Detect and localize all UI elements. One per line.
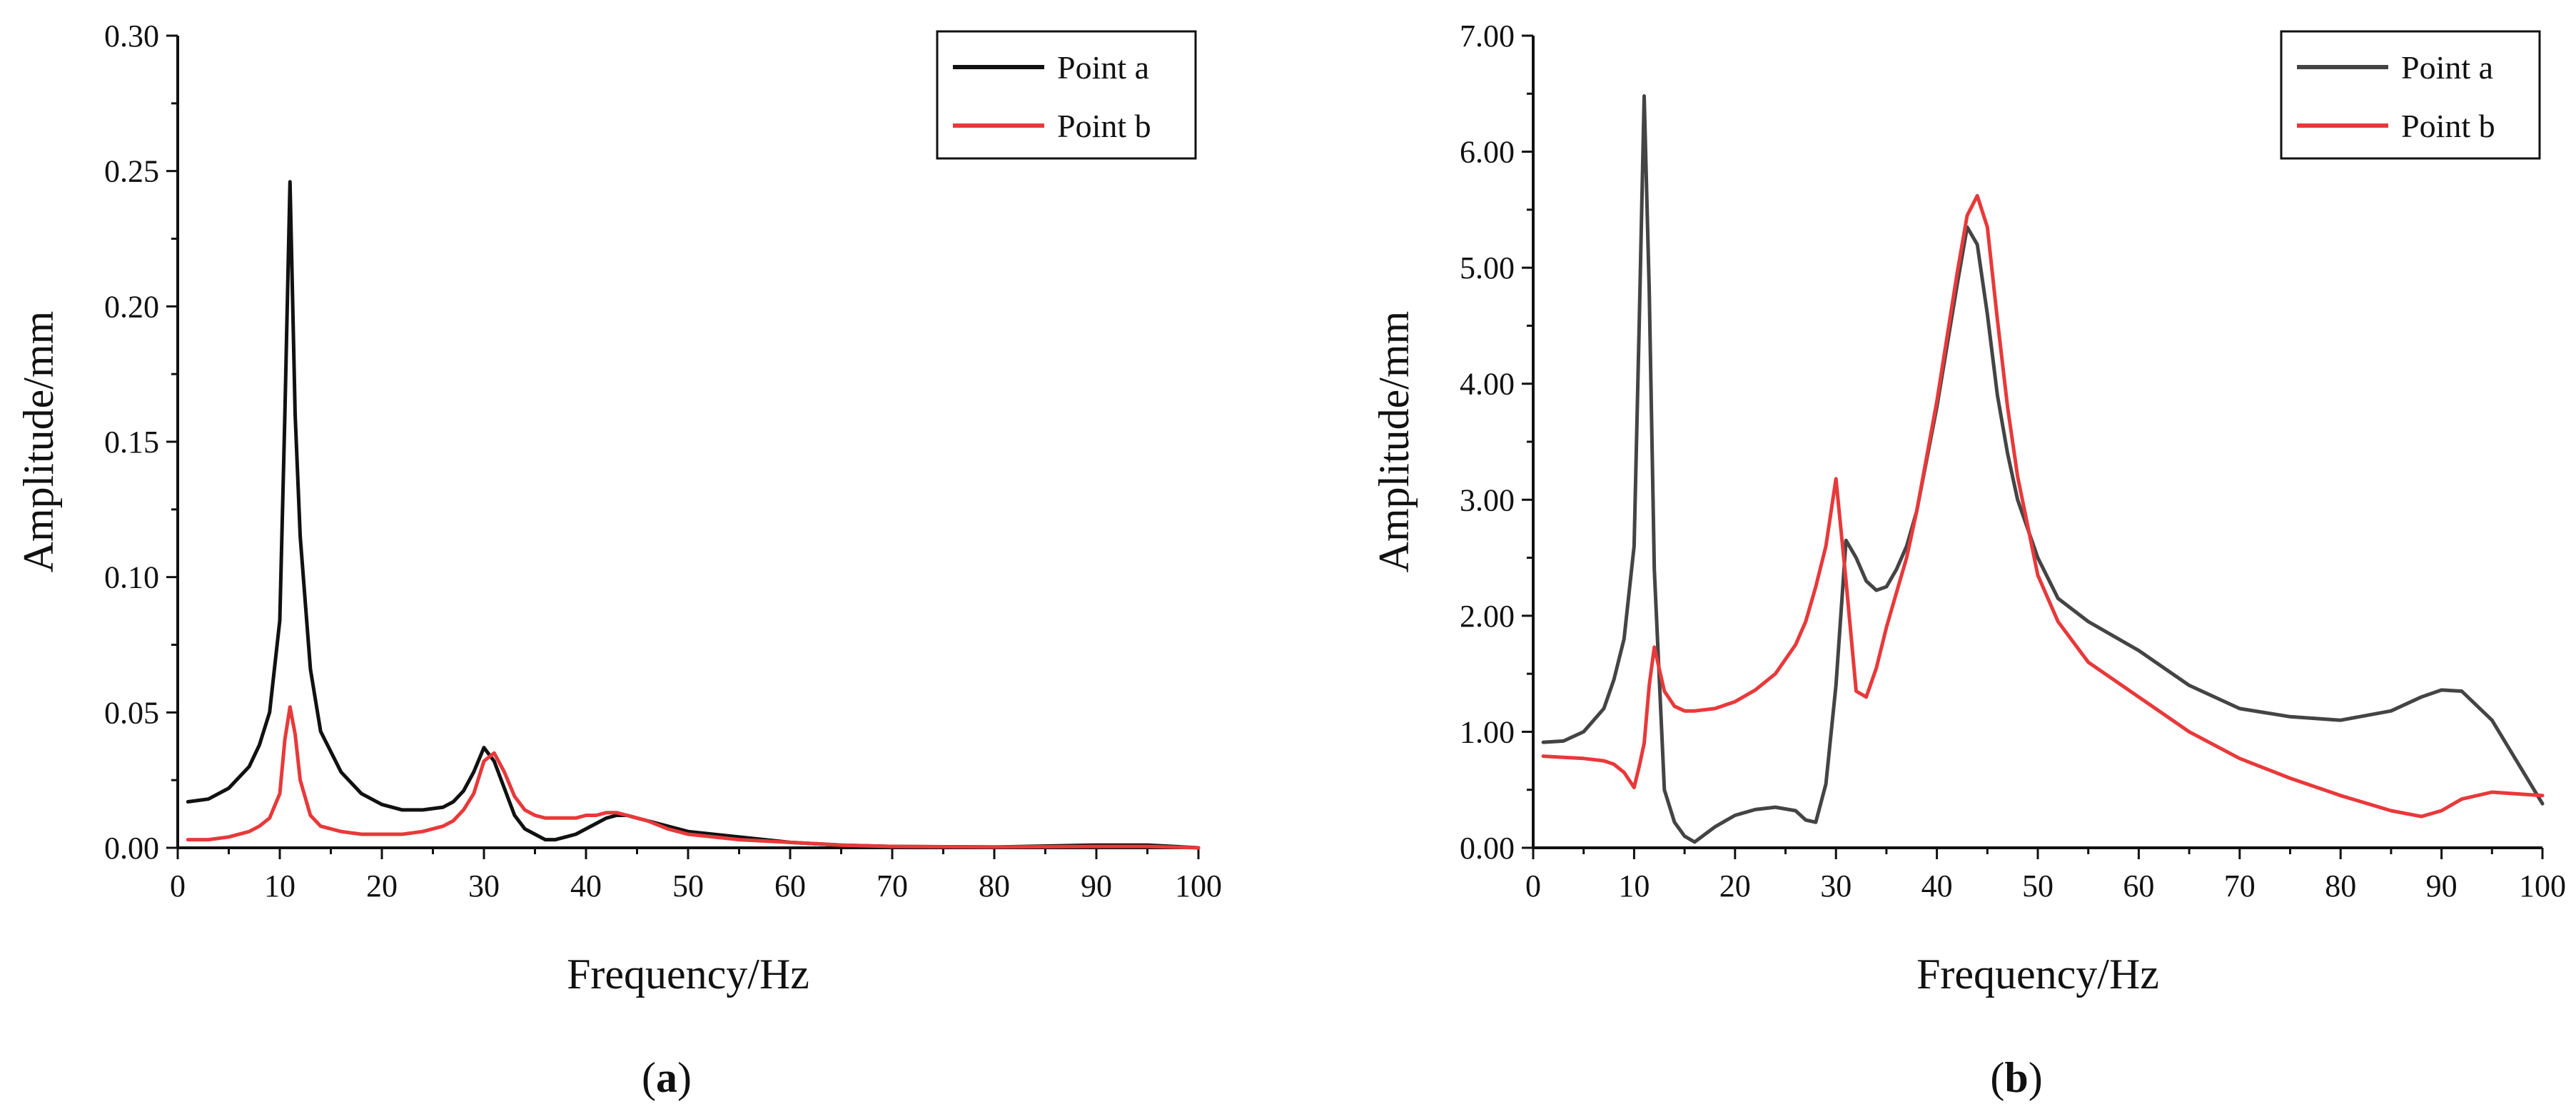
x-tick-label: 30 <box>468 868 500 903</box>
x-tick-label: 50 <box>2022 868 2054 903</box>
x-tick-label: 10 <box>1618 868 1650 903</box>
y-tick-label: 0.00 <box>104 831 159 866</box>
x-tick-label: 30 <box>1820 868 1852 903</box>
legend-label: Point a <box>2401 49 2493 86</box>
x-tick-label: 60 <box>774 868 806 903</box>
x-tick-label: 90 <box>1081 868 1112 903</box>
x-tick-label: 40 <box>570 868 602 903</box>
y-tick-label: 0.30 <box>104 19 159 54</box>
y-tick-label: 2.00 <box>1460 599 1515 634</box>
x-tick-label: 10 <box>264 868 296 903</box>
series-line-point-a <box>1541 94 2545 844</box>
panel-label: (b) <box>1990 1054 2042 1101</box>
y-axis-title: Amplitude/mm <box>1370 311 1418 573</box>
legend-label: Point b <box>1057 108 1151 144</box>
x-tick-label: 60 <box>2123 868 2154 903</box>
legend: Point a Point b <box>936 30 1197 160</box>
x-tick-label: 80 <box>2325 868 2356 903</box>
legend: Point a Point b <box>2280 30 2541 160</box>
panel-label-paren-open: ( <box>1990 1054 2004 1101</box>
panel-label-letter: a <box>656 1054 677 1101</box>
legend-box <box>2280 30 2541 160</box>
y-tick-label: 3.00 <box>1460 482 1515 517</box>
x-axis-title: Frequency/Hz <box>567 951 809 998</box>
chart-panel-b: 0 10 20 30 40 50 60 70 80 90 100 0.00 1.00 2.00 3.00 4.… <box>1370 19 2566 1101</box>
y-tick-label: 1.00 <box>1460 714 1515 749</box>
x-tick-label: 100 <box>2519 868 2566 903</box>
x-tick-label: 100 <box>1175 868 1222 903</box>
y-axis-title: Amplitude/mm <box>15 311 62 573</box>
x-axis-title: Frequency/Hz <box>1916 951 2159 998</box>
legend-label: Point b <box>2401 108 2495 144</box>
x-tick-label: 20 <box>1719 868 1751 903</box>
legend-label: Point a <box>1057 49 1149 86</box>
x-tick-label: 90 <box>2426 868 2458 903</box>
y-tick-label: 7.00 <box>1460 19 1515 54</box>
panel-label: (a) <box>642 1054 692 1101</box>
x-tick-label: 0 <box>1525 868 1541 903</box>
legend-box <box>936 30 1197 160</box>
panel-label-paren-open: ( <box>642 1054 656 1101</box>
y-tick-label: 6.00 <box>1460 135 1515 170</box>
panel-label-letter: b <box>2004 1054 2028 1101</box>
series-line-point-b <box>1541 193 2545 819</box>
x-tick-label: 50 <box>672 868 704 903</box>
y-tick-label: 0.20 <box>104 289 159 324</box>
x-tick-label: 80 <box>979 868 1010 903</box>
series-line-point-a <box>186 180 1201 850</box>
chart-panel-a: 0 10 20 30 40 50 60 70 80 90 100 0.00 0.05 0.10 0.15 0.… <box>15 19 1222 1101</box>
x-tick-label: 0 <box>170 868 186 903</box>
y-tick-label: 0.05 <box>104 695 159 730</box>
y-tick-label: 0.15 <box>104 425 159 460</box>
y-tick-label: 0.10 <box>104 560 159 595</box>
x-tick-label: 40 <box>1921 868 1953 903</box>
y-tick-label: 0.25 <box>104 154 159 189</box>
series-line-point-b <box>186 705 1201 850</box>
x-tick-label: 70 <box>877 868 908 903</box>
panel-label-paren-close: ) <box>677 1054 692 1101</box>
panel-label-paren-close: ) <box>2029 1054 2043 1101</box>
y-tick-label: 0.00 <box>1460 831 1515 866</box>
y-tick-label: 5.00 <box>1460 250 1515 285</box>
x-tick-label: 20 <box>366 868 398 903</box>
y-tick-label: 4.00 <box>1460 367 1515 402</box>
x-tick-label: 70 <box>2224 868 2256 903</box>
